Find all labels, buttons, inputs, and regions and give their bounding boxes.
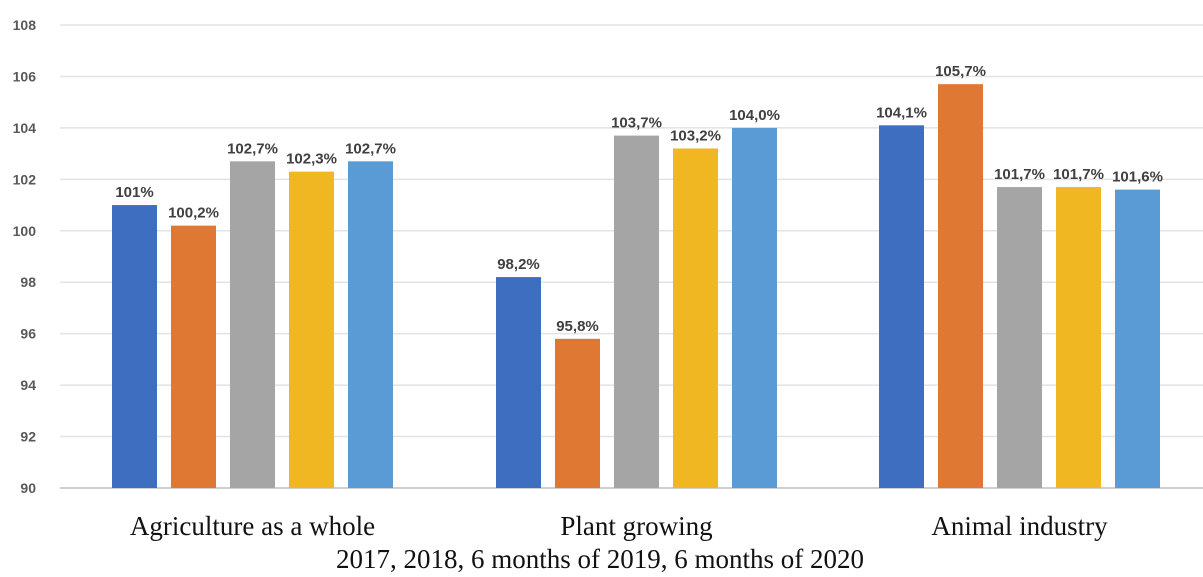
- y-axis-ticks: 90 92 94 96 98 100 102 104 106 108: [13, 17, 37, 496]
- data-label: 101,6%: [1112, 169, 1163, 186]
- category-label: Plant growing: [560, 511, 712, 541]
- y-tick-label: 106: [13, 68, 37, 84]
- data-label: 101,7%: [994, 166, 1045, 183]
- bar: [230, 161, 275, 489]
- data-label: 95,8%: [556, 318, 599, 335]
- data-label: 101,7%: [1053, 166, 1104, 183]
- bar: [732, 127, 777, 488]
- data-label: 104,1%: [876, 104, 927, 121]
- y-tick-label: 100: [13, 223, 37, 239]
- bar: [1115, 189, 1160, 488]
- data-label: 98,2%: [497, 256, 540, 273]
- y-tick-label: 104: [13, 120, 37, 136]
- data-labels: 101% 98,2% 104,1% 100,2% 95,8% 105,7% 102,7% 10…: [115, 63, 1163, 335]
- category-label: Animal industry: [931, 511, 1108, 541]
- category-label: Agriculture as a whole: [130, 511, 375, 541]
- bars: [112, 84, 1160, 489]
- data-label: 105,7%: [935, 63, 986, 80]
- data-label: 101%: [115, 184, 153, 201]
- data-label: 102,3%: [286, 151, 337, 168]
- bar: [938, 84, 983, 489]
- data-label: 104,0%: [729, 107, 780, 124]
- bar: [171, 225, 216, 488]
- y-tick-label: 102: [13, 171, 37, 187]
- bar: [673, 148, 718, 488]
- data-label: 102,7%: [345, 140, 396, 157]
- bar: [496, 277, 541, 488]
- bar: [614, 135, 659, 488]
- y-tick-label: 90: [20, 480, 36, 496]
- y-tick-label: 96: [20, 326, 36, 342]
- bar: [112, 205, 157, 489]
- data-label: 100,2%: [168, 205, 219, 222]
- category-labels: Agriculture as a whole Plant growing Anima…: [130, 511, 1108, 541]
- y-tick-label: 92: [20, 429, 36, 445]
- x-axis-title: 2017, 2018, 6 months of 2019, 6 months o…: [336, 544, 864, 574]
- y-tick-label: 94: [20, 377, 36, 393]
- data-label: 102,7%: [227, 140, 278, 157]
- bar: [555, 338, 600, 488]
- data-label: 103,2%: [670, 127, 721, 144]
- data-label: 103,7%: [611, 115, 662, 132]
- bar: [997, 187, 1042, 489]
- y-tick-label: 108: [13, 17, 37, 33]
- bar: [289, 171, 334, 488]
- bar: [348, 161, 393, 489]
- bar: [879, 125, 924, 489]
- y-tick-label: 98: [20, 274, 36, 290]
- bar: [1056, 187, 1101, 489]
